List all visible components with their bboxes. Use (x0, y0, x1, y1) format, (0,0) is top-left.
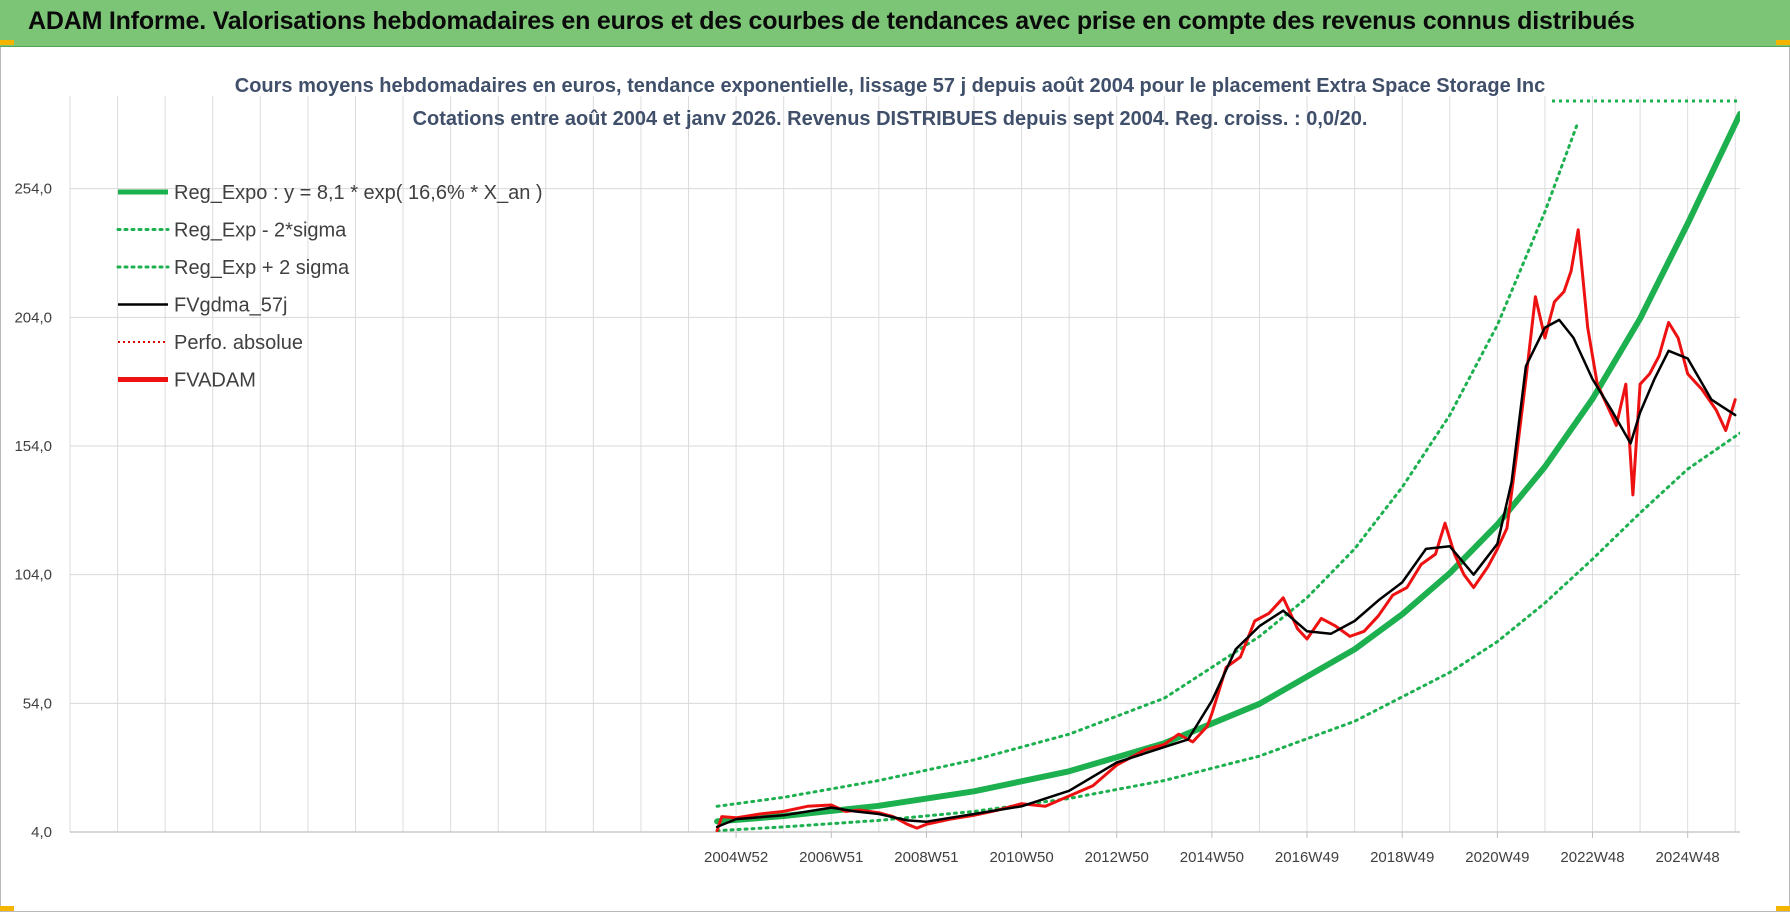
legend-label: FVADAM (174, 370, 256, 392)
x-tick-label: 2024W48 (1656, 849, 1720, 866)
legend-reg-exp-lower: Reg_Exp - 2*sigma (116, 220, 347, 242)
legend-reg-exp-upper: Reg_Exp + 2 sigma (116, 257, 350, 279)
x-tick-label: 2018W49 (1370, 849, 1434, 866)
corner-marker (1776, 906, 1790, 911)
legend-label: FVgdma_57j (174, 295, 287, 317)
y-tick-label: 54,0 (23, 695, 52, 712)
legend-perfo-absolue: Perfo. absolue (118, 332, 303, 354)
y-tick-label: 204,0 (14, 309, 52, 326)
corner-marker (0, 906, 14, 911)
x-tick-label: 2016W49 (1275, 849, 1339, 866)
y-tick-label: 104,0 (14, 567, 52, 584)
legend-reg-expo: Reg_Expo : y = 8,1 * exp( 16,6% * X_an ) (118, 182, 543, 204)
x-tick-label: 2008W51 (894, 849, 958, 866)
page-title: ADAM Informe. Valorisations hebdomadaire… (28, 7, 1635, 35)
legend-label: Reg_Exp + 2 sigma (174, 257, 350, 279)
y-tick-label: 154,0 (14, 438, 52, 455)
x-tick-label: 2020W49 (1465, 849, 1529, 866)
x-tick-label: 2022W48 (1560, 849, 1624, 866)
chart-subtitle: Cotations entre août 2004 et janv 2026. … (413, 108, 1368, 130)
chart-title: Cours moyens hebdomadaires en euros, ten… (235, 75, 1545, 97)
corner-marker (0, 40, 14, 45)
legend: Reg_Expo : y = 8,1 * exp( 16,6% * X_an )… (116, 182, 543, 392)
x-tick-label: 2004W52 (704, 849, 768, 866)
header-banner: ADAM Informe. Valorisations hebdomadaire… (0, 0, 1790, 47)
legend-fvadam: FVADAM (118, 370, 256, 392)
line-chart: 4,0 54,0 104,0 154,0 204,0 254,0 2004W52 2006W5… (14, 75, 1740, 866)
reg-expo-line (714, 111, 1740, 825)
x-tick-label: 2014W50 (1180, 849, 1244, 866)
legend-fvgdma: FVgdma_57j (118, 295, 287, 317)
legend-label: Perfo. absolue (174, 332, 303, 354)
x-tick-label: 2006W51 (799, 849, 863, 866)
reg-exp-lower-band (715, 431, 1740, 832)
y-tick-label: 254,0 (14, 181, 52, 198)
fvadam-line (715, 228, 1737, 832)
legend-label: Reg_Exp - 2*sigma (174, 220, 347, 242)
corner-marker (1776, 40, 1790, 45)
y-tick-label: 4,0 (31, 824, 52, 841)
x-tick-label: 2012W50 (1085, 849, 1149, 866)
fvgdma-line (715, 318, 1737, 829)
reg-exp-upper-band (715, 120, 1580, 808)
legend-label: Reg_Expo : y = 8,1 * exp( 16,6% * X_an ) (174, 182, 543, 204)
x-tick-label: 2010W50 (989, 849, 1053, 866)
